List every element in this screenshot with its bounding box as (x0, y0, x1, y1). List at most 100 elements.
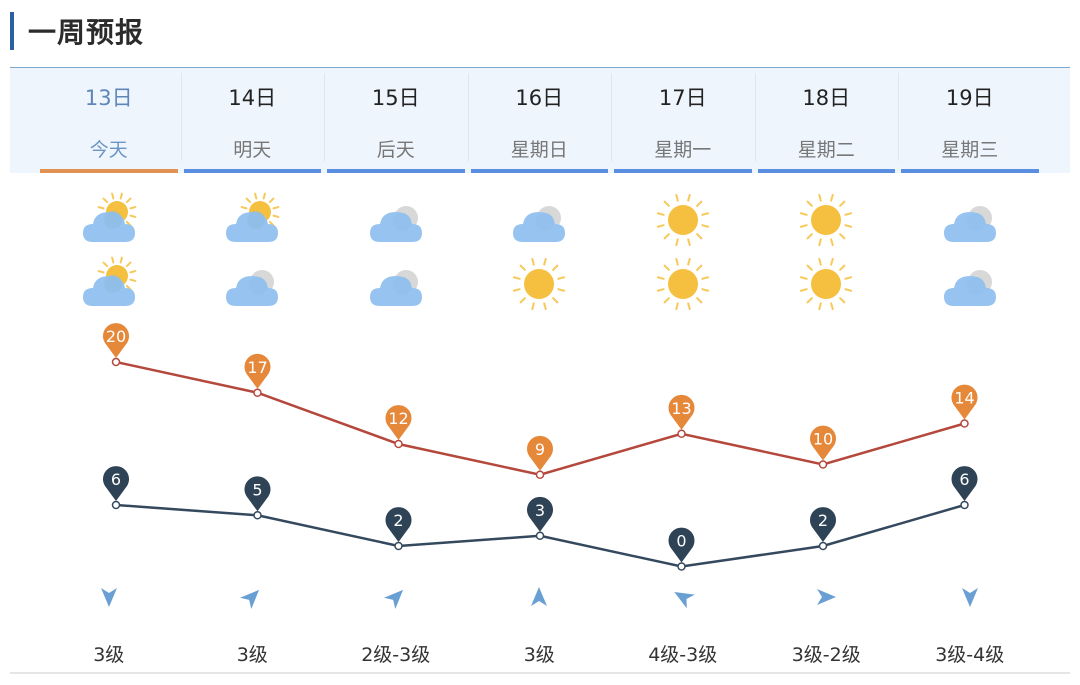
cloudy-icon (943, 206, 996, 242)
weather-icon-column (181, 190, 325, 314)
low-temp-marker: 5 (244, 476, 271, 520)
cloudy-icon (369, 206, 422, 242)
wind-direction-arrow-icon (240, 589, 260, 609)
partly-cloudy-icon (82, 192, 137, 242)
high-temp-marker: 12 (385, 405, 412, 449)
wind-level: 3级-2级 (791, 644, 861, 666)
day-date: 13日 (84, 86, 133, 110)
wind-level: 3级-4级 (935, 644, 1005, 666)
sunny-icon (513, 257, 566, 311)
day-date: 14日 (228, 86, 277, 110)
day-tab-3[interactable]: 16日星期日 (467, 67, 612, 173)
wind-column: 3级-4级 (898, 582, 1042, 667)
svg-text:2: 2 (393, 511, 403, 530)
day-date: 18日 (802, 86, 851, 110)
high-temp-marker: 9 (527, 435, 553, 479)
sunny-icon (800, 193, 853, 247)
title-accent-bar (10, 12, 14, 50)
svg-text:3: 3 (535, 501, 545, 520)
weather-icon-column (37, 190, 181, 314)
wind-column: 3级 (37, 582, 181, 667)
cloudy-icon (369, 270, 422, 306)
wind-row: 3级 3级 2级-3级 3级 4级-3级 3级-2级 3级-4级 (37, 582, 1042, 667)
day-tabs: 13日 今天 14日 明天 15日 后天 16日 星期日 17日 星期一 18日 星期二 19日 星期三 (37, 67, 1042, 173)
day-underline (183, 169, 321, 173)
day-weekday: 星期一 (654, 139, 712, 161)
high-temp-marker: 14 (951, 384, 978, 428)
svg-text:13: 13 (671, 399, 691, 418)
cloudy-icon (513, 206, 566, 242)
wind-level: 4级-3级 (648, 644, 718, 666)
wind-column: 2级-3级 (324, 582, 468, 667)
day-weekday: 星期日 (510, 139, 568, 161)
day-weekday: 星期二 (797, 139, 855, 161)
svg-text:9: 9 (535, 440, 545, 459)
svg-text:0: 0 (676, 532, 686, 551)
low-temp-marker: 6 (103, 466, 129, 510)
wind-level: 3级 (236, 644, 268, 666)
day-date: 19日 (945, 86, 994, 110)
sunny-icon (656, 257, 709, 311)
svg-text:10: 10 (813, 430, 833, 449)
low-temp-marker: 6 (951, 466, 978, 510)
weather-icons-row (37, 190, 1042, 314)
wind-column: 3级 (468, 582, 612, 667)
page-title: 一周预报 (28, 16, 145, 49)
svg-text:6: 6 (959, 470, 969, 489)
day-tab-0[interactable]: 13日 今天 (37, 67, 181, 173)
bottom-divider (10, 672, 1070, 674)
wind-level: 2级-3级 (361, 644, 431, 666)
sunny-icon (800, 257, 853, 311)
svg-text:12: 12 (388, 409, 408, 428)
day-weekday: 明天 (233, 139, 272, 161)
svg-text:14: 14 (954, 389, 974, 408)
day-weekday: 后天 (376, 139, 415, 161)
day-tab-5[interactable]: 18日星期二 (754, 67, 899, 173)
day-underline (470, 169, 608, 173)
day-underline (614, 169, 752, 173)
svg-text:6: 6 (111, 470, 121, 489)
wind-direction-arrow-icon (100, 588, 117, 607)
wind-level: 3级 (523, 644, 555, 666)
weather-icon-column (324, 190, 468, 314)
weather-icon-column (468, 190, 612, 314)
day-tab-4[interactable]: 17日星期一 (611, 67, 755, 173)
section-header: 一周预报 (10, 12, 144, 50)
svg-text:17: 17 (247, 358, 267, 377)
low-temp-marker: 2 (385, 507, 412, 551)
high-temp-marker: 10 (810, 425, 836, 469)
weather-icon-column (898, 190, 1042, 314)
day-underline (901, 169, 1039, 173)
weather-icon-column (611, 190, 755, 314)
partly-cloudy-icon (82, 256, 137, 306)
day-tab-2[interactable]: 15日后天 (324, 67, 468, 173)
high-temp-marker: 20 (103, 323, 129, 367)
weather-icon-column (755, 190, 899, 314)
partly-cloudy-icon (226, 192, 280, 242)
day-date: 17日 (658, 86, 707, 110)
wind-direction-arrow-icon (674, 592, 695, 609)
high-temp-marker: 17 (244, 353, 271, 397)
cloudy-icon (943, 270, 996, 306)
day-tab-1[interactable]: 14日明天 (180, 67, 325, 173)
day-date: 16日 (515, 86, 564, 110)
svg-text:20: 20 (106, 327, 126, 346)
day-weekday: 星期三 (941, 139, 999, 161)
temperature-chart: 20 17 12 9 13 10 14 6 5 2 3 0 2 6 (103, 323, 978, 571)
high-temp-marker: 13 (668, 394, 695, 438)
wind-column: 3级 (181, 582, 325, 667)
day-tabs-background (10, 67, 1070, 173)
low-temp-marker: 3 (527, 496, 553, 540)
svg-text:5: 5 (252, 480, 262, 499)
low-temp-marker: 2 (810, 507, 836, 551)
day-underline (757, 169, 895, 173)
wind-level: 3级 (93, 644, 125, 666)
svg-text:2: 2 (818, 511, 828, 530)
wind-direction-arrow-icon (961, 588, 978, 607)
day-date: 15日 (371, 86, 420, 110)
day-tab-6[interactable]: 19日星期三 (898, 67, 1042, 173)
low-temp-marker: 0 (668, 527, 695, 571)
day-underline (40, 169, 178, 173)
wind-direction-arrow-icon (531, 587, 548, 606)
cloudy-icon (226, 270, 279, 306)
